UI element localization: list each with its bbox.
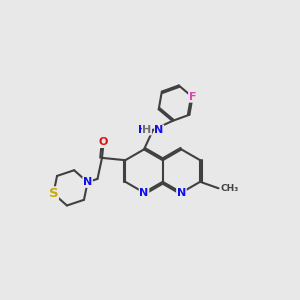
Text: N: N	[83, 177, 92, 187]
Text: N: N	[154, 125, 164, 135]
Text: N: N	[177, 188, 186, 198]
Text: CH₃: CH₃	[220, 184, 238, 193]
Text: S: S	[49, 187, 58, 200]
Text: H: H	[138, 125, 148, 135]
Text: N: N	[140, 188, 148, 198]
Text: F: F	[189, 92, 196, 102]
Text: O: O	[99, 137, 108, 147]
Text: H: H	[142, 125, 152, 135]
